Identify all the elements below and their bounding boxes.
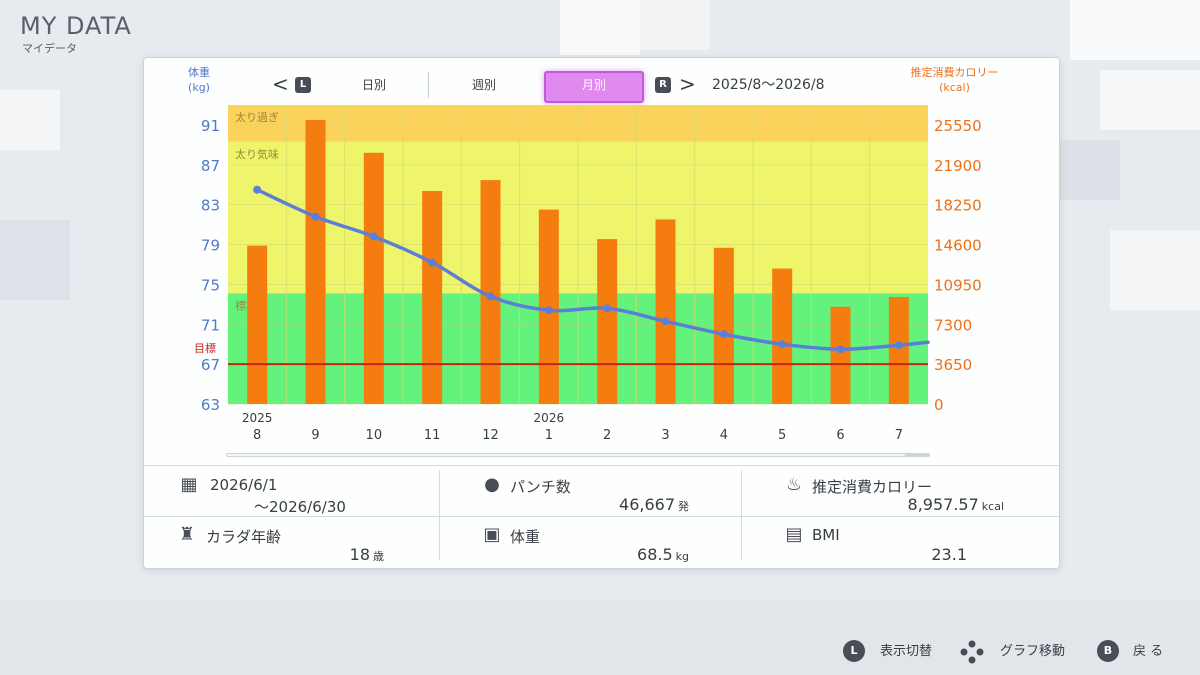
weight-tick-label: 79	[201, 237, 220, 255]
weight-point	[719, 330, 728, 339]
weight-tick-label: 75	[201, 276, 220, 294]
calorie-bar	[480, 180, 501, 404]
weight-point	[661, 317, 670, 326]
move-graph-label[interactable]: グラフ移動	[1000, 644, 1066, 659]
flame-icon: ♨	[785, 474, 803, 495]
month-label: 6	[836, 428, 844, 443]
body-age-label: カラダ年齢	[206, 528, 282, 546]
zone-label: 太り過ぎ	[235, 110, 279, 124]
calorie-bar	[597, 239, 618, 404]
b-button-icon[interactable]: B	[1097, 640, 1119, 662]
weight-point	[778, 340, 787, 349]
weight-tick-label: 83	[201, 197, 220, 215]
calories-value: 8,957.57 kcal	[907, 495, 1004, 514]
bmi-value: 23.1	[931, 545, 967, 564]
punch-count-value: 46,667 発	[619, 495, 689, 514]
calorie-tick-label: 14600	[934, 237, 982, 255]
weight-point	[836, 345, 845, 354]
calorie-tick-label: 7300	[934, 316, 972, 334]
weight-point	[603, 304, 612, 313]
back-label[interactable]: 戻 る	[1133, 644, 1164, 659]
month-label: 12	[482, 428, 499, 443]
muscle-icon: ♜	[178, 524, 196, 545]
calculator-icon: ▤	[785, 524, 803, 545]
year-label: 2025	[242, 411, 273, 425]
period-end: 〜2026/6/30	[254, 498, 346, 516]
tab-monthly[interactable]: 月別	[544, 71, 644, 103]
l-button-icon[interactable]: L	[295, 77, 311, 93]
weight-label: 体重	[510, 528, 541, 546]
month-label: 3	[661, 428, 669, 443]
weight-point	[544, 306, 553, 315]
body-age-value: 18 歳	[349, 545, 384, 564]
weight-point	[428, 258, 437, 267]
next-period-arrow[interactable]: >	[679, 72, 696, 96]
calorie-tick-label: 18250	[934, 197, 982, 215]
month-label: 8	[253, 428, 261, 443]
l-stick-icon[interactable]: L	[843, 640, 865, 662]
monthly-chart[interactable]: 太り過ぎ太り気味標準目標9187837975716763255502190018…	[144, 58, 1059, 463]
tab-separator	[428, 72, 429, 98]
tab-weekly[interactable]: 週別	[471, 78, 496, 92]
calorie-tick-label: 25550	[934, 117, 982, 135]
weight-point	[894, 341, 903, 350]
weight-tick-label: 87	[201, 157, 220, 175]
glove-icon: ●	[484, 474, 500, 495]
zone-label: 太り気味	[235, 147, 279, 161]
weight-tick-label: 91	[201, 117, 220, 135]
app-title: MY DATA	[20, 12, 132, 40]
month-label: 9	[311, 428, 319, 443]
calorie-tick-label: 21900	[934, 157, 982, 175]
calorie-bar	[772, 268, 793, 404]
bmi-label: BMI	[812, 526, 840, 544]
app-subtitle: マイデータ	[22, 42, 77, 55]
calendar-icon: ▦	[180, 474, 198, 495]
weight-point	[486, 292, 495, 301]
weight-axis-unit: 体重 (kg)	[188, 66, 210, 94]
dpad-icon[interactable]	[960, 640, 984, 664]
month-label: 11	[424, 428, 441, 443]
weight-tick-label: 67	[201, 356, 220, 374]
month-label: 5	[778, 428, 786, 443]
stats-divider	[741, 470, 742, 560]
date-range: 2025/8〜2026/8	[712, 77, 825, 93]
calorie-bar	[888, 296, 909, 404]
calorie-tick-label: 10950	[934, 276, 982, 294]
month-label: 1	[545, 428, 553, 443]
weight-point	[369, 232, 378, 241]
stats-divider	[439, 470, 440, 560]
tab-daily[interactable]: 日別	[361, 78, 386, 92]
weight-value: 68.5 kg	[637, 545, 689, 564]
weight-tick-label: 63	[201, 396, 220, 414]
calorie-bar	[305, 120, 326, 405]
month-label: 2	[603, 428, 611, 443]
calorie-tick-label: 3650	[934, 356, 972, 374]
calories-label: 推定消費カロリー	[812, 478, 933, 496]
calorie-bar	[247, 245, 268, 404]
data-panel: 体重 (kg) 推定消費カロリー (kcal) < L 日別 週別 月別 R > 2…	[143, 57, 1060, 569]
weight-tick-label: 71	[201, 316, 220, 334]
target-label: 目標	[194, 341, 216, 355]
r-button-icon[interactable]: R	[655, 77, 671, 93]
calorie-tick-label: 0	[934, 396, 944, 414]
punch-count-label: パンチ数	[510, 478, 571, 496]
calorie-axis-unit: 推定消費カロリー (kcal)	[910, 66, 999, 94]
calorie-bar	[655, 219, 676, 404]
prev-period-arrow[interactable]: <	[272, 72, 289, 96]
calorie-bar	[713, 247, 734, 404]
calorie-bar	[363, 152, 384, 404]
calorie-bar	[422, 191, 443, 404]
year-label: 2026	[534, 411, 565, 425]
toggle-display-label[interactable]: 表示切替	[880, 644, 933, 659]
period-start: 2026/6/1	[210, 476, 278, 494]
calorie-bar	[830, 306, 851, 404]
month-label: 4	[720, 428, 728, 443]
weight-point	[253, 185, 262, 194]
weight-point	[311, 212, 320, 221]
month-label: 7	[895, 428, 903, 443]
scale-icon: ▣	[483, 524, 501, 545]
month-label: 10	[366, 428, 383, 443]
stats-row-1	[144, 465, 1059, 517]
